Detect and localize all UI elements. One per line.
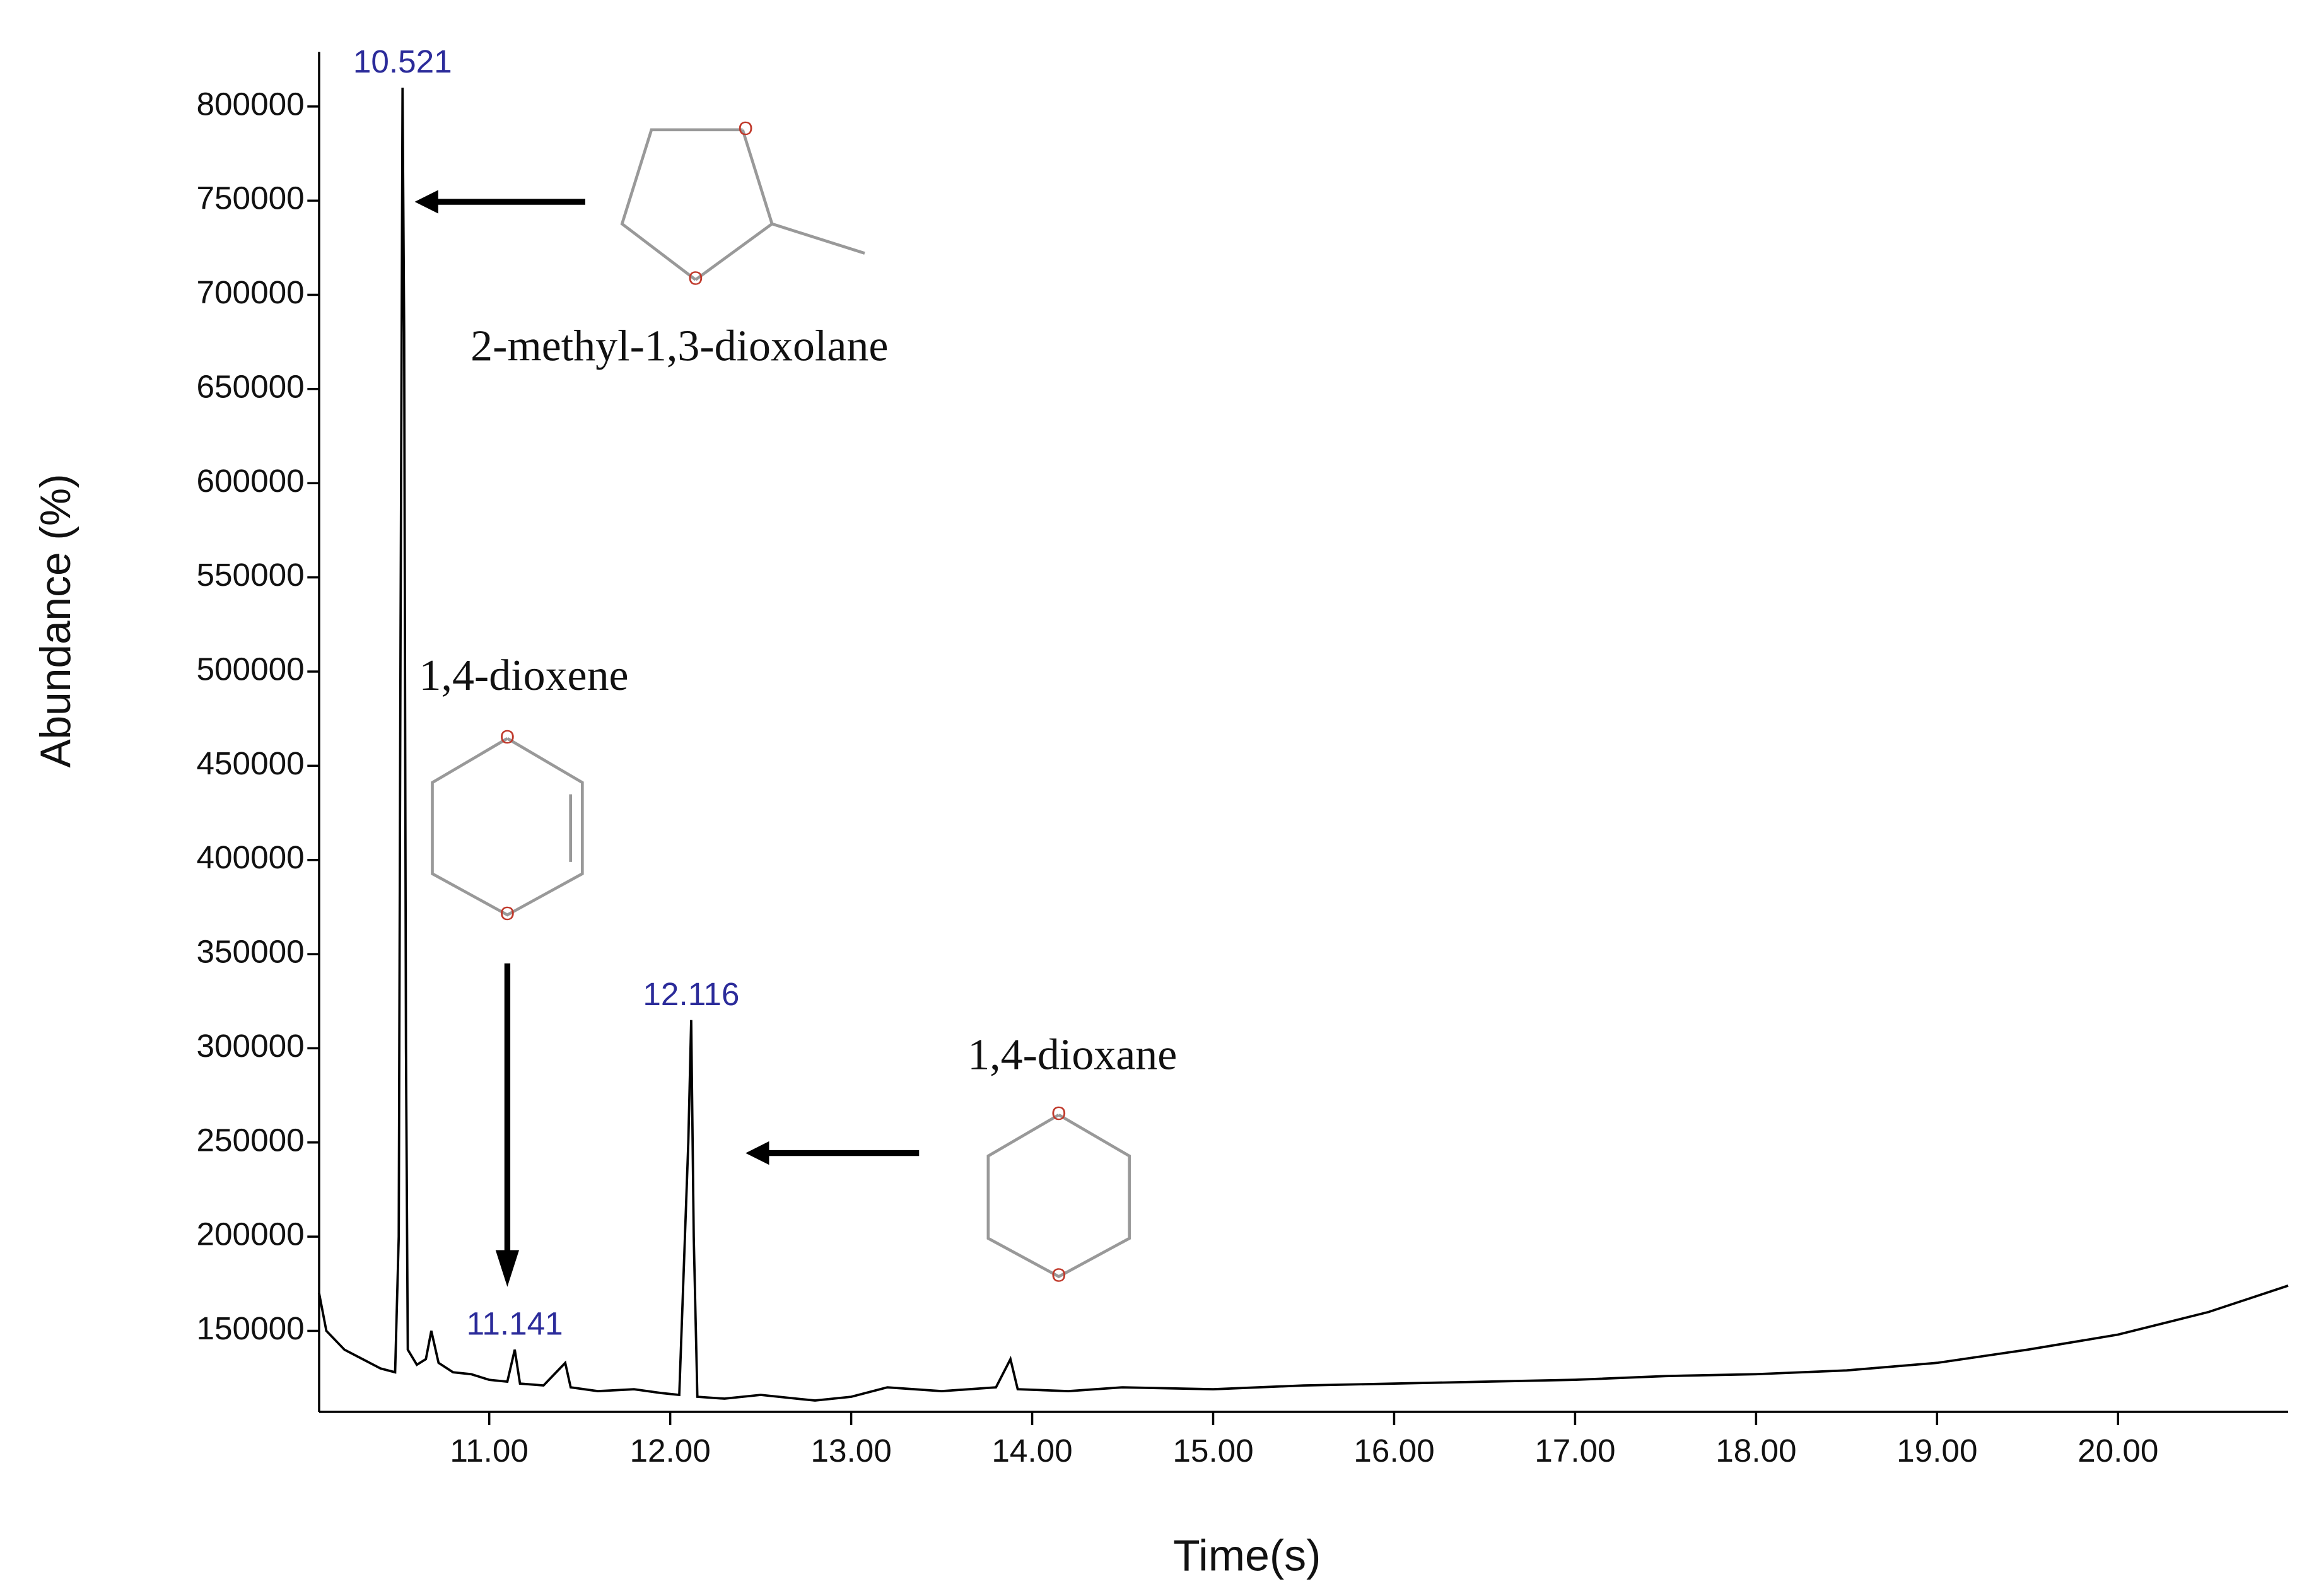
structure-dioxolane: O O 2-methyl-1,3-dioxolane (471, 119, 888, 371)
y-axis-title: Abundance (%) (32, 474, 79, 768)
x-tick-label: 20.00 (2078, 1433, 2158, 1469)
x-tick-label: 13.00 (810, 1433, 891, 1469)
structure-dioxene: O O 1,4-dioxene (419, 651, 629, 924)
trace (318, 87, 2289, 1402)
y-tick-label: 350000 (197, 934, 305, 970)
x-tick-label: 16.00 (1353, 1433, 1434, 1469)
y-tick-label: 650000 (197, 368, 305, 404)
y-tick-label: 600000 (197, 463, 305, 499)
bond (986, 1113, 1131, 1279)
compound-name: 2-methyl-1,3-dioxolane (471, 322, 888, 371)
peak-label: 10.521 (353, 44, 452, 79)
atom-label: O (1051, 1265, 1067, 1286)
x-axis-title: Time(s) (1173, 1531, 1321, 1580)
x-tick-label: 11.00 (450, 1433, 529, 1469)
x-tick-label: 15.00 (1172, 1433, 1253, 1469)
x-tick-label: 17.00 (1534, 1433, 1615, 1469)
arrow-head (495, 1250, 520, 1287)
atom-label: O (500, 904, 515, 924)
y-tick-label: 300000 (197, 1028, 305, 1064)
structure-dioxane: O O 1,4-dioxane (967, 1030, 1177, 1286)
y-tick-label: 750000 (197, 180, 305, 216)
arrows (414, 190, 920, 1287)
y-tick-label: 800000 (197, 86, 305, 122)
arrow-head (745, 1141, 769, 1165)
bond (694, 129, 774, 281)
x-tick-label: 12.00 (629, 1433, 710, 1469)
bond (431, 737, 584, 917)
atom-label: O (500, 727, 515, 748)
atom-label: O (1051, 1104, 1067, 1124)
y-tick-label: 700000 (197, 274, 305, 310)
arrow-head (414, 190, 438, 214)
y-tick-label: 400000 (197, 839, 305, 875)
atom-label: O (688, 269, 703, 289)
y-tick-label: 550000 (197, 557, 305, 593)
compound-name: 1,4-dioxene (419, 651, 629, 700)
bond (620, 128, 743, 281)
peak-label: 12.116 (643, 976, 739, 1012)
y-tick-label: 150000 (197, 1310, 305, 1346)
compound-name: 1,4-dioxane (967, 1030, 1177, 1079)
atom-label: O (738, 119, 753, 139)
y-tick-label: 250000 (197, 1122, 305, 1158)
y-tick-label: 200000 (197, 1216, 305, 1252)
peak-label: 11.141 (467, 1306, 563, 1342)
x-tick-label: 18.00 (1715, 1433, 1796, 1469)
x-tick-label: 19.00 (1897, 1433, 1977, 1469)
bond (771, 222, 865, 255)
y-tick-label: 500000 (197, 651, 305, 687)
x-tick-label: 14.00 (991, 1433, 1072, 1469)
y-tick-label: 450000 (197, 745, 305, 781)
